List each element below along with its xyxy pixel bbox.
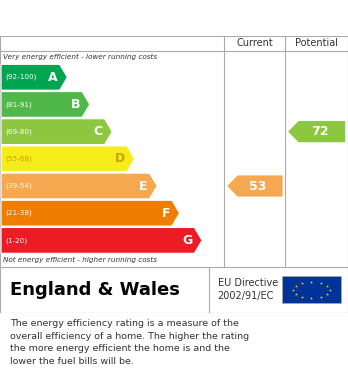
Text: Potential: Potential	[295, 38, 338, 48]
Text: Not energy efficient - higher running costs: Not energy efficient - higher running co…	[3, 256, 158, 263]
Text: (21-38): (21-38)	[5, 210, 32, 217]
Text: England & Wales: England & Wales	[10, 281, 180, 299]
Text: F: F	[162, 207, 170, 220]
Text: A: A	[48, 71, 58, 84]
Polygon shape	[227, 176, 283, 197]
Polygon shape	[1, 119, 112, 145]
Text: (92-100): (92-100)	[5, 74, 37, 81]
Text: Energy Efficiency Rating: Energy Efficiency Rating	[10, 11, 220, 25]
Polygon shape	[1, 200, 180, 226]
Text: Current: Current	[237, 38, 273, 48]
Polygon shape	[288, 121, 345, 142]
Text: (69-80): (69-80)	[5, 128, 32, 135]
Text: C: C	[94, 125, 103, 138]
FancyBboxPatch shape	[282, 276, 341, 303]
Text: The energy efficiency rating is a measure of the
overall efficiency of a home. T: The energy efficiency rating is a measur…	[10, 319, 250, 366]
Text: G: G	[182, 234, 193, 247]
Text: D: D	[115, 152, 125, 165]
Polygon shape	[1, 146, 135, 172]
Text: EU Directive
2002/91/EC: EU Directive 2002/91/EC	[218, 278, 278, 301]
Polygon shape	[1, 91, 90, 117]
Text: 72: 72	[311, 125, 329, 138]
Polygon shape	[1, 228, 202, 253]
Text: B: B	[71, 98, 80, 111]
Text: (55-68): (55-68)	[5, 156, 32, 162]
Text: E: E	[139, 179, 148, 192]
Text: Very energy efficient - lower running costs: Very energy efficient - lower running co…	[3, 54, 158, 60]
Text: (39-54): (39-54)	[5, 183, 32, 189]
Text: (81-91): (81-91)	[5, 101, 32, 108]
Text: (1-20): (1-20)	[5, 237, 27, 244]
Polygon shape	[1, 65, 68, 90]
Polygon shape	[1, 173, 157, 199]
Text: 53: 53	[250, 179, 267, 192]
